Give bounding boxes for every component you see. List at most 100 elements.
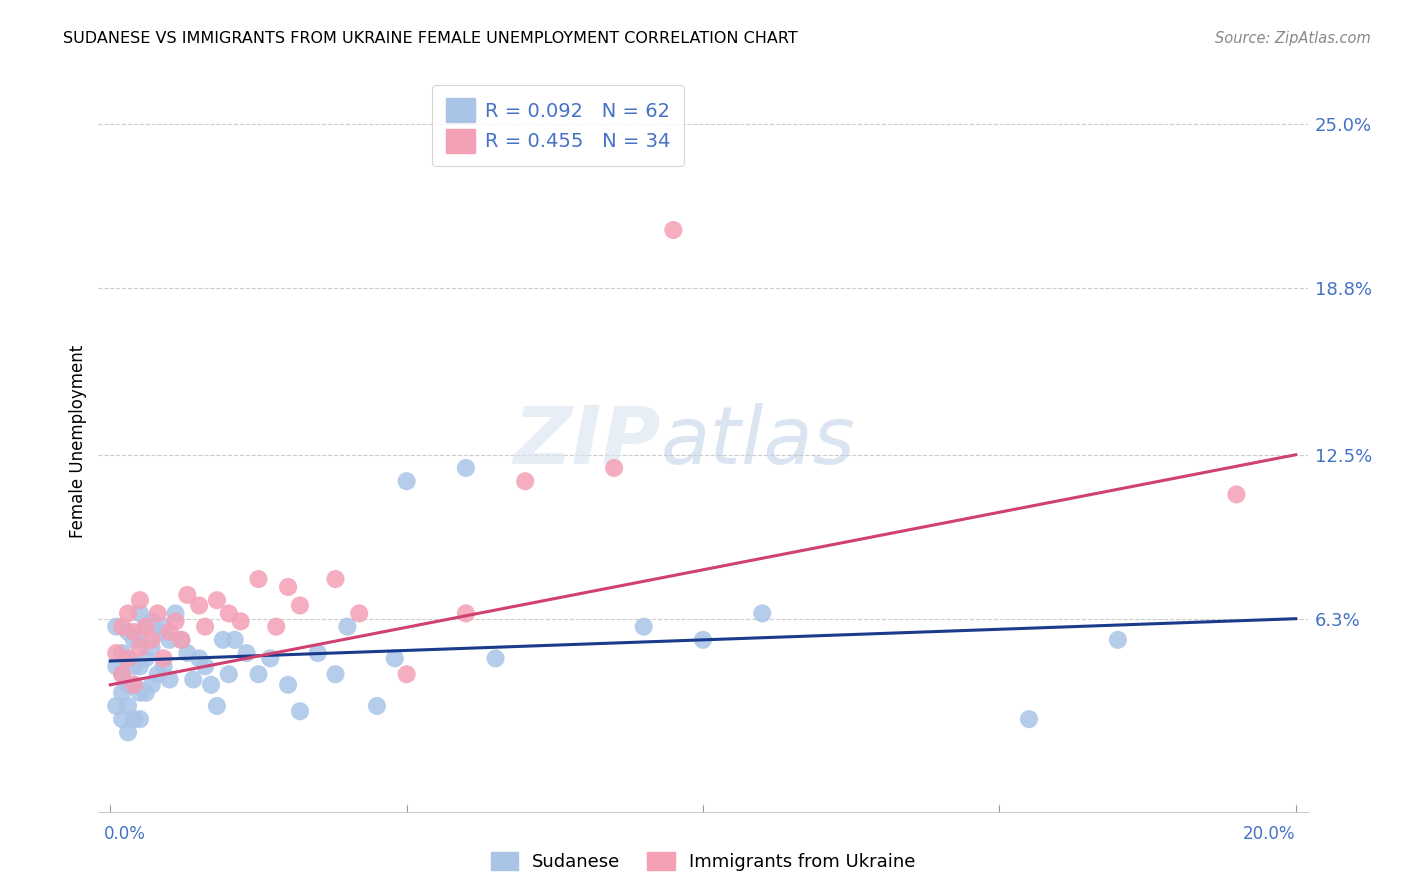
Point: [176, 588, 198, 602]
Point: [159, 624, 181, 639]
Point: [129, 659, 152, 673]
Point: [111, 712, 134, 726]
Point: [194, 659, 217, 673]
Point: [117, 698, 139, 713]
Point: [277, 678, 299, 692]
Point: [105, 698, 128, 713]
Point: [117, 651, 139, 665]
Point: [105, 646, 128, 660]
Point: [170, 632, 193, 647]
Point: [633, 620, 655, 634]
Point: [135, 620, 157, 634]
Point: [122, 712, 145, 726]
Point: [129, 593, 152, 607]
Text: SUDANESE VS IMMIGRANTS FROM UKRAINE FEMALE UNEMPLOYMENT CORRELATION CHART: SUDANESE VS IMMIGRANTS FROM UKRAINE FEMA…: [63, 31, 799, 46]
Point: [122, 624, 145, 639]
Point: [395, 474, 418, 488]
Point: [135, 620, 157, 634]
Point: [129, 632, 152, 647]
Text: Source: ZipAtlas.com: Source: ZipAtlas.com: [1215, 31, 1371, 46]
Point: [454, 607, 477, 621]
Point: [135, 686, 157, 700]
Point: [141, 640, 163, 655]
Point: [111, 620, 134, 634]
Point: [146, 624, 169, 639]
Point: [135, 651, 157, 665]
Point: [212, 632, 235, 647]
Point: [259, 651, 281, 665]
Point: [117, 725, 139, 739]
Point: [218, 667, 240, 681]
Point: [366, 698, 388, 713]
Point: [229, 615, 252, 629]
Point: [165, 615, 187, 629]
Point: [117, 651, 139, 665]
Point: [176, 646, 198, 660]
Text: atlas: atlas: [661, 402, 855, 481]
Legend: Sudanese, Immigrants from Ukraine: Sudanese, Immigrants from Ukraine: [484, 845, 922, 879]
Point: [122, 678, 145, 692]
Point: [152, 651, 174, 665]
Point: [122, 659, 145, 673]
Point: [288, 704, 311, 718]
Point: [1018, 712, 1040, 726]
Point: [288, 599, 311, 613]
Point: [200, 678, 222, 692]
Point: [603, 461, 626, 475]
Point: [194, 620, 217, 634]
Point: [751, 607, 773, 621]
Point: [224, 632, 246, 647]
Point: [152, 659, 174, 673]
Point: [141, 615, 163, 629]
Point: [129, 712, 152, 726]
Point: [188, 599, 211, 613]
Point: [165, 607, 187, 621]
Point: [277, 580, 299, 594]
Point: [117, 678, 139, 692]
Point: [515, 474, 537, 488]
Point: [205, 593, 228, 607]
Point: [159, 632, 181, 647]
Point: [159, 673, 181, 687]
Point: [692, 632, 714, 647]
Point: [129, 686, 152, 700]
Point: [146, 607, 169, 621]
Point: [111, 667, 134, 681]
Point: [1225, 487, 1247, 501]
Point: [325, 667, 347, 681]
Point: [146, 667, 169, 681]
Point: [141, 678, 163, 692]
Point: [105, 620, 128, 634]
Point: [117, 607, 139, 621]
Point: [384, 651, 406, 665]
Point: [111, 686, 134, 700]
Point: [325, 572, 347, 586]
Point: [111, 646, 134, 660]
Point: [188, 651, 211, 665]
Point: [235, 646, 257, 660]
Point: [122, 678, 145, 692]
Point: [122, 632, 145, 647]
Point: [129, 640, 152, 655]
Point: [111, 667, 134, 681]
Point: [105, 659, 128, 673]
Point: [141, 632, 163, 647]
Point: [454, 461, 477, 475]
Text: 20.0%: 20.0%: [1243, 825, 1296, 843]
Point: [129, 607, 152, 621]
Point: [336, 620, 359, 634]
Point: [247, 572, 270, 586]
Point: [307, 646, 329, 660]
Text: 0.0%: 0.0%: [104, 825, 146, 843]
Point: [170, 632, 193, 647]
Legend: R = 0.092   N = 62, R = 0.455   N = 34: R = 0.092 N = 62, R = 0.455 N = 34: [432, 85, 683, 166]
Point: [152, 620, 174, 634]
Point: [347, 607, 370, 621]
Point: [662, 223, 685, 237]
Point: [218, 607, 240, 621]
Point: [205, 698, 228, 713]
Y-axis label: Female Unemployment: Female Unemployment: [69, 345, 87, 538]
Point: [117, 624, 139, 639]
Point: [395, 667, 418, 681]
Point: [484, 651, 506, 665]
